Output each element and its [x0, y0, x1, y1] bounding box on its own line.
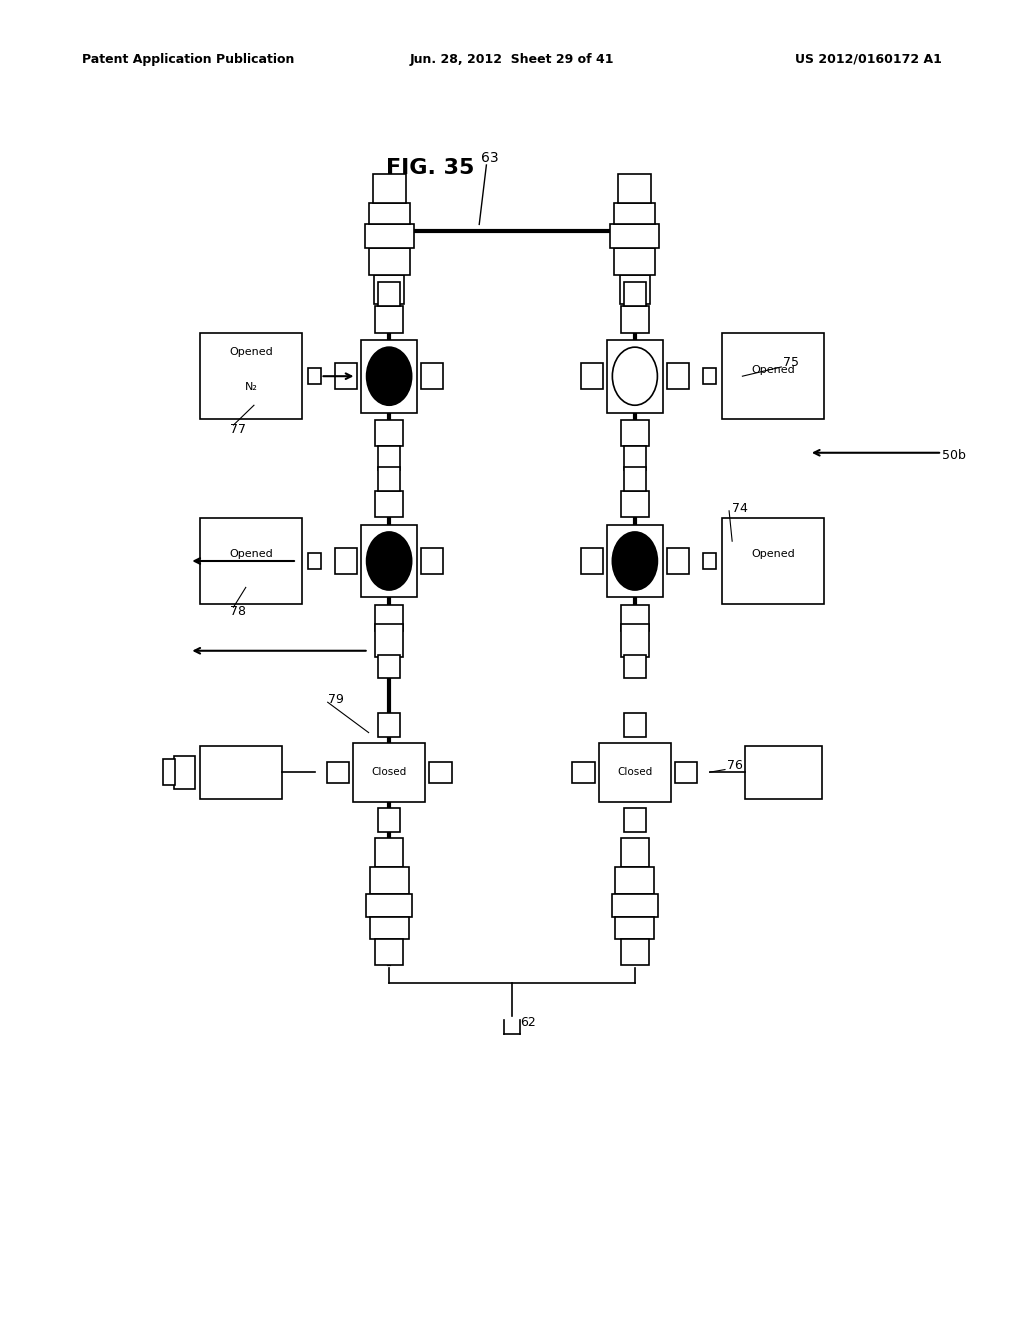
Bar — [335, 363, 357, 389]
Bar — [606, 525, 664, 597]
Bar — [174, 755, 195, 789]
Text: 78: 78 — [230, 605, 247, 618]
Bar — [375, 939, 403, 965]
Text: Opened: Opened — [752, 549, 795, 560]
Bar — [581, 363, 603, 389]
Bar — [624, 282, 646, 306]
Bar — [375, 623, 403, 656]
Bar — [370, 867, 409, 894]
Bar — [624, 713, 646, 737]
Bar — [618, 174, 651, 203]
Bar — [621, 838, 649, 867]
Bar — [374, 275, 404, 304]
Circle shape — [612, 347, 657, 405]
Bar — [675, 762, 697, 783]
Text: 62: 62 — [520, 1016, 536, 1030]
Bar — [375, 838, 403, 867]
Bar — [378, 655, 400, 678]
Bar — [375, 420, 403, 446]
Bar — [667, 548, 689, 574]
Text: 50b: 50b — [942, 449, 966, 462]
Bar — [624, 446, 646, 470]
Text: 77: 77 — [230, 422, 247, 436]
Bar — [360, 339, 418, 412]
Bar — [599, 743, 671, 803]
Bar — [378, 467, 400, 491]
Bar — [327, 762, 349, 783]
Text: Opened: Opened — [752, 364, 795, 375]
Bar — [624, 631, 646, 655]
Text: Closed: Closed — [617, 767, 652, 777]
Bar — [421, 363, 443, 389]
Text: N₂: N₂ — [245, 381, 257, 392]
Bar — [606, 339, 664, 412]
Circle shape — [612, 532, 657, 590]
Bar — [621, 623, 649, 656]
Bar — [429, 762, 452, 783]
Bar — [621, 491, 649, 517]
Bar — [612, 894, 658, 917]
Bar — [335, 548, 357, 574]
Bar — [370, 917, 409, 939]
Text: 75: 75 — [783, 356, 800, 370]
Bar — [581, 548, 603, 574]
Bar — [703, 553, 716, 569]
Bar — [722, 333, 824, 420]
Bar — [200, 333, 302, 420]
Bar — [200, 746, 282, 799]
Bar — [615, 867, 654, 894]
Bar — [745, 746, 821, 799]
Bar — [375, 306, 403, 333]
Circle shape — [367, 347, 412, 405]
Text: Opened: Opened — [229, 549, 272, 560]
Bar — [163, 759, 175, 785]
Bar — [367, 894, 412, 917]
Bar — [620, 275, 650, 304]
Text: Opened: Opened — [229, 347, 272, 358]
Bar — [378, 631, 400, 655]
Bar — [378, 713, 400, 737]
Bar — [308, 368, 321, 384]
Bar — [373, 174, 406, 203]
Text: 79: 79 — [328, 693, 344, 706]
Text: US 2012/0160172 A1: US 2012/0160172 A1 — [796, 53, 942, 66]
Text: 74: 74 — [732, 502, 749, 515]
Text: 63: 63 — [481, 150, 499, 165]
Bar — [378, 446, 400, 470]
Text: Patent Application Publication: Patent Application Publication — [82, 53, 294, 66]
Bar — [615, 917, 654, 939]
Bar — [378, 808, 400, 832]
Text: FIG. 35: FIG. 35 — [386, 158, 474, 178]
Bar — [369, 248, 410, 275]
Bar — [572, 762, 595, 783]
Bar — [353, 743, 425, 803]
Bar — [365, 224, 414, 248]
Bar — [369, 203, 410, 224]
Bar — [667, 363, 689, 389]
Bar — [621, 420, 649, 446]
Bar — [308, 553, 321, 569]
Bar — [621, 605, 649, 631]
Bar — [378, 282, 400, 306]
Bar — [703, 368, 716, 384]
Bar — [614, 203, 655, 224]
Circle shape — [367, 532, 412, 590]
Bar — [722, 519, 824, 605]
Bar — [621, 306, 649, 333]
Bar — [624, 467, 646, 491]
Bar — [375, 605, 403, 631]
Bar — [624, 655, 646, 678]
Bar — [200, 519, 302, 605]
Bar — [614, 248, 655, 275]
Bar — [621, 939, 649, 965]
Text: Jun. 28, 2012  Sheet 29 of 41: Jun. 28, 2012 Sheet 29 of 41 — [410, 53, 614, 66]
Bar — [421, 548, 443, 574]
Bar — [624, 808, 646, 832]
Bar — [610, 224, 659, 248]
Text: Closed: Closed — [372, 767, 407, 777]
Text: 76: 76 — [727, 759, 743, 772]
Bar — [375, 491, 403, 517]
Bar — [360, 525, 418, 597]
